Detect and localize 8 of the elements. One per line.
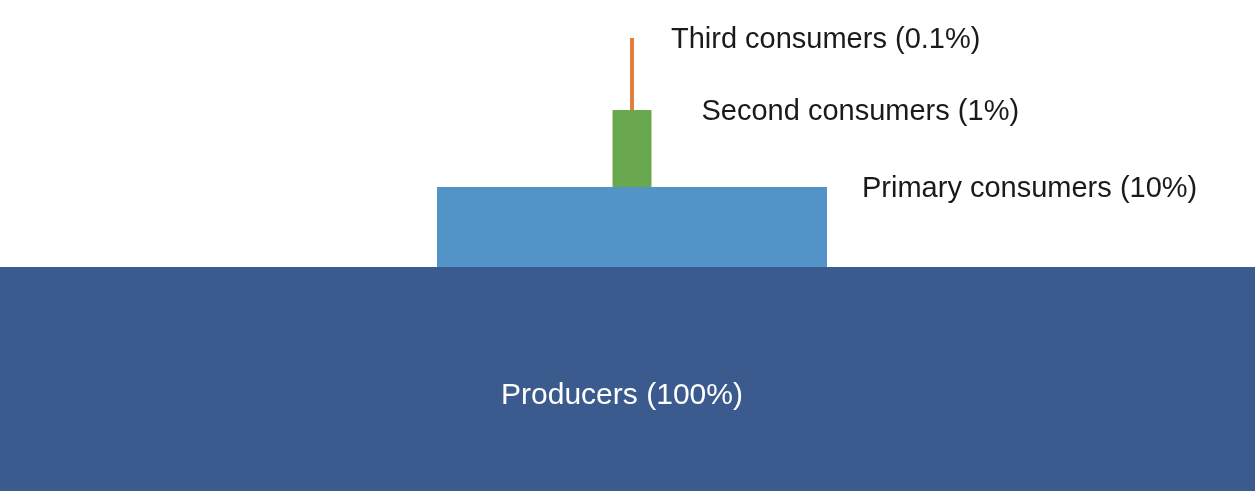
category-label: Producers — [501, 377, 638, 410]
category-label: Third consumers — [670, 21, 887, 54]
category-label: Second consumers — [701, 93, 950, 126]
data-label: (100%) — [646, 377, 743, 410]
data-label: (0.1%) — [895, 21, 981, 54]
data-label: (10%) — [1119, 170, 1198, 203]
category-label: Primary consumers — [862, 170, 1112, 203]
data-label: (1%) — [957, 93, 1020, 126]
